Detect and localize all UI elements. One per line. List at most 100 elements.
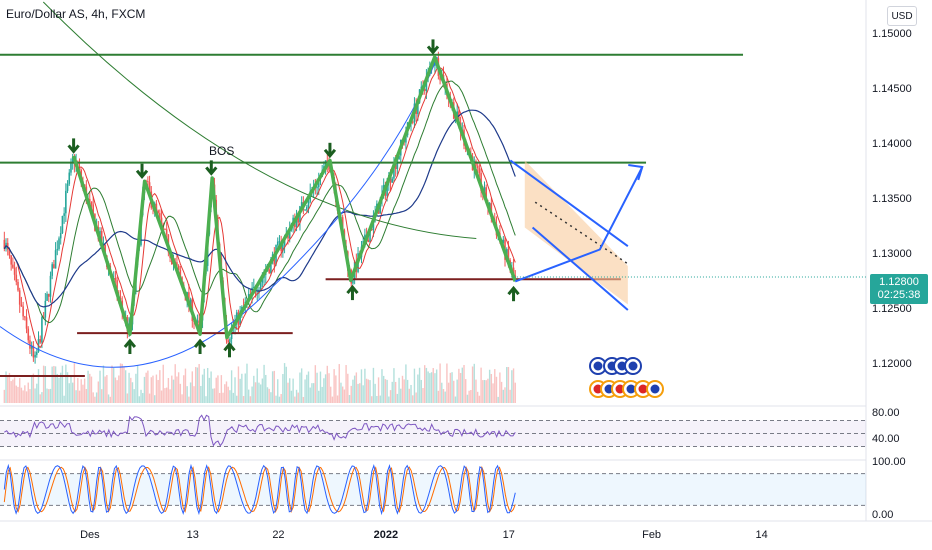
volume-bar xyxy=(54,366,57,403)
stochastic-pane xyxy=(0,463,866,516)
eu-flag-core xyxy=(593,361,603,371)
volume-bar xyxy=(32,373,35,403)
economic-event-flags xyxy=(589,357,664,398)
volume-bar xyxy=(299,372,301,403)
volume-bar xyxy=(53,365,55,403)
candle-body xyxy=(270,258,272,274)
volume-bar xyxy=(261,378,264,403)
volume-bar xyxy=(266,387,269,403)
volume-bar xyxy=(323,378,325,403)
volume-bar xyxy=(401,375,404,403)
event-flag-core xyxy=(650,384,660,394)
volume-bar xyxy=(449,372,452,403)
volume-bar xyxy=(167,377,170,403)
volume-bar xyxy=(340,382,342,403)
volume-bar xyxy=(393,368,395,403)
time-tick-label: Feb xyxy=(642,529,662,541)
candle-body xyxy=(8,249,11,256)
bar-countdown: 02:25:38 xyxy=(877,289,921,301)
volume-bar xyxy=(278,396,281,403)
volume-bar xyxy=(357,383,359,403)
volume-bar xyxy=(92,392,94,403)
volume-bar xyxy=(27,382,29,403)
volume-bar xyxy=(287,382,289,403)
candle-body xyxy=(29,340,31,349)
candle-body xyxy=(278,241,281,243)
time-tick-label: 14 xyxy=(755,529,768,541)
volume-bar xyxy=(39,394,41,403)
channel-lower-line xyxy=(531,226,629,311)
volume-bar xyxy=(476,391,479,403)
volume-bar xyxy=(7,375,9,403)
volume-bar xyxy=(225,381,228,403)
volume-bar xyxy=(333,369,335,403)
volume-bar xyxy=(101,389,103,403)
stoch-tick-label: 0.00 xyxy=(872,509,894,521)
volume-bar xyxy=(471,366,474,403)
volume-bar xyxy=(442,389,445,403)
volume-bar xyxy=(71,382,74,403)
volume-bar xyxy=(408,388,411,403)
candle-body xyxy=(12,264,14,268)
volume-bar xyxy=(172,379,175,403)
volume-bar xyxy=(466,394,469,403)
volume-bar xyxy=(364,368,366,403)
volume-bar xyxy=(447,382,450,403)
volume-bar xyxy=(418,367,421,403)
volume-bar xyxy=(468,390,470,403)
volume-bar xyxy=(500,381,503,403)
ma-200 xyxy=(42,1,477,239)
volume-bar xyxy=(205,396,207,403)
volume-bar xyxy=(282,374,284,403)
volume-bar xyxy=(89,373,91,403)
volume-bar xyxy=(13,377,16,403)
currency-button[interactable]: USD xyxy=(887,6,917,26)
volume-bar xyxy=(297,392,299,403)
volume-bar xyxy=(30,375,33,403)
arrow-down-icon xyxy=(323,142,337,159)
volume-bar xyxy=(453,380,455,403)
symbol-title[interactable]: Euro/Dollar AS, 4h, FXCM xyxy=(6,7,146,21)
volume-bar xyxy=(160,390,163,403)
candle-body xyxy=(458,111,460,123)
volume-bar xyxy=(492,383,494,403)
stoch-tick-label: 100.00 xyxy=(872,456,906,468)
candle-body xyxy=(49,275,52,297)
volume-bar xyxy=(413,368,416,403)
volume-bar xyxy=(143,376,146,403)
channel-midline xyxy=(534,201,629,265)
candle-body xyxy=(476,165,479,169)
candle-body xyxy=(78,166,81,170)
volume-bar xyxy=(82,384,84,403)
volume-bar xyxy=(439,363,441,403)
volume-bar xyxy=(121,363,123,403)
volume-bar xyxy=(147,370,149,403)
volume-bar xyxy=(3,389,6,403)
volume-bar xyxy=(112,367,115,403)
volume-bar xyxy=(63,395,65,403)
candle-body xyxy=(398,155,400,160)
volume-bar xyxy=(138,396,141,403)
volume-bar xyxy=(155,374,158,403)
volume-bar xyxy=(406,379,409,403)
volume-bar xyxy=(415,392,417,403)
time-tick-label: 2022 xyxy=(373,529,399,541)
candle-body xyxy=(411,121,414,123)
volume-bar xyxy=(480,367,482,403)
candle-body xyxy=(159,213,161,218)
candle-body xyxy=(417,102,419,114)
volume-bar xyxy=(61,365,64,403)
stoch-d-line xyxy=(3,465,516,514)
candle-body xyxy=(396,159,399,170)
candle-body xyxy=(288,230,291,239)
volume-bar xyxy=(435,369,438,403)
volume-bar xyxy=(68,383,70,403)
volume-bar xyxy=(58,377,60,403)
event-flag-core xyxy=(615,384,625,394)
volume-bar xyxy=(289,378,291,403)
volume-bar xyxy=(97,381,100,403)
volume-bar xyxy=(427,371,429,403)
volume-bar xyxy=(441,382,443,403)
bos-label: BOS xyxy=(209,144,235,158)
